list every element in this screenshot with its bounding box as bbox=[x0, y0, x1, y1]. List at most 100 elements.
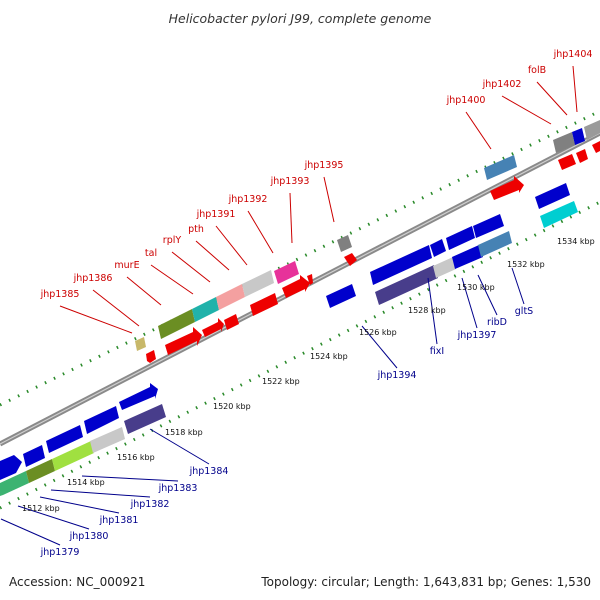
scale-label: 1516 kbp bbox=[117, 453, 155, 462]
arrow-feature[interactable] bbox=[307, 274, 313, 285]
scale-label: 1530 kbp bbox=[457, 283, 495, 292]
callout-line bbox=[215, 225, 248, 266]
gene-label[interactable]: ribD bbox=[487, 317, 507, 328]
scale-label: 1522 kbp bbox=[262, 377, 300, 386]
feature-jhp1404[interactable] bbox=[584, 120, 600, 140]
callout-line bbox=[511, 267, 525, 305]
callout-line bbox=[17, 505, 90, 530]
gene-label[interactable]: jhp1380 bbox=[69, 531, 109, 542]
arrow-feature[interactable] bbox=[224, 314, 239, 330]
blue-arrow-feature[interactable] bbox=[326, 284, 356, 308]
gene-label[interactable]: jhp1404 bbox=[553, 49, 593, 60]
scale-label: 1534 kbp bbox=[557, 237, 595, 246]
callout-line bbox=[39, 496, 120, 514]
blue-arrow-feature[interactable] bbox=[535, 183, 570, 209]
arrow-feature[interactable] bbox=[558, 154, 576, 170]
feature-jhp1382[interactable] bbox=[90, 427, 125, 453]
feature-pth[interactable] bbox=[242, 270, 274, 297]
callout-line bbox=[0, 518, 61, 546]
arrow-feature[interactable] bbox=[344, 253, 357, 266]
gene-label[interactable]: rplY bbox=[163, 235, 182, 246]
arrow-feature[interactable] bbox=[146, 350, 156, 363]
blue-arrow-feature[interactable] bbox=[0, 455, 22, 480]
blue-arrow-feature[interactable] bbox=[84, 406, 119, 434]
gene-label[interactable]: fixI bbox=[430, 346, 444, 357]
feature-jhp1379[interactable] bbox=[0, 471, 29, 496]
scale-label: 1520 kbp bbox=[213, 402, 251, 411]
gene-label[interactable]: jhp1381 bbox=[99, 515, 139, 526]
gene-label[interactable]: jhp1391 bbox=[196, 209, 236, 220]
gene-label[interactable]: jhp1382 bbox=[130, 499, 170, 510]
gene-label[interactable]: jhp1384 bbox=[189, 466, 229, 477]
gene-label[interactable]: jhp1393 bbox=[270, 176, 310, 187]
scale-label: 1512 kbp bbox=[22, 504, 60, 513]
gene-label[interactable]: jhp1394 bbox=[377, 370, 417, 381]
feature-jhp1385[interactable] bbox=[135, 337, 146, 351]
arrow-feature[interactable] bbox=[165, 327, 202, 355]
feature-murE[interactable] bbox=[158, 309, 195, 339]
gene-label[interactable]: jhp1386 bbox=[73, 273, 113, 284]
blue-arrow-feature[interactable] bbox=[46, 425, 83, 453]
feature-folB[interactable] bbox=[572, 128, 585, 145]
gene-label[interactable]: jhp1385 bbox=[40, 289, 80, 300]
gene-label[interactable]: jhp1400 bbox=[446, 95, 486, 106]
gene-label[interactable]: folB bbox=[528, 65, 546, 76]
arrow-feature[interactable] bbox=[202, 318, 224, 337]
callout-line bbox=[150, 264, 194, 295]
lower-tick-track bbox=[0, 200, 600, 510]
genome-summary: Topology: circular; Length: 1,643,831 bp… bbox=[260, 575, 591, 589]
red-arrow-features bbox=[146, 141, 600, 363]
tick-tracks bbox=[0, 109, 600, 510]
accession-label: Accession: NC_000921 bbox=[9, 575, 145, 589]
scale-label: 1526 kbp bbox=[359, 328, 397, 337]
arrow-feature[interactable] bbox=[250, 293, 278, 316]
callout-line bbox=[427, 277, 438, 345]
feature-jhp1395[interactable] bbox=[337, 235, 352, 252]
callout-line bbox=[50, 489, 151, 498]
callout-line bbox=[465, 111, 492, 150]
gene-label[interactable]: jhp1395 bbox=[304, 160, 344, 171]
arrow-feature[interactable] bbox=[576, 149, 588, 163]
callout-line bbox=[289, 192, 293, 244]
gene-label[interactable]: pth bbox=[188, 224, 204, 235]
callout-line bbox=[247, 210, 274, 254]
feature-ribD[interactable] bbox=[452, 245, 483, 269]
feature-jhp1381[interactable] bbox=[52, 441, 94, 471]
blue-arrow-feature[interactable] bbox=[430, 239, 446, 257]
blue-arrow-feature[interactable] bbox=[370, 245, 432, 285]
callout-line bbox=[536, 81, 568, 116]
feature-jhp1402[interactable] bbox=[553, 132, 575, 153]
feature-tal[interactable] bbox=[192, 297, 219, 322]
gene-label[interactable]: gltS bbox=[515, 306, 533, 317]
feature-jhp1384[interactable] bbox=[124, 404, 166, 434]
gene-label[interactable]: tal bbox=[145, 248, 157, 259]
gene-label[interactable]: jhp1383 bbox=[158, 483, 198, 494]
callout-line bbox=[501, 95, 552, 125]
arrow-feature[interactable] bbox=[282, 275, 310, 298]
callout-line bbox=[149, 428, 210, 465]
blue-arrow-feature[interactable] bbox=[446, 226, 475, 250]
feature-gltS[interactable] bbox=[478, 231, 512, 257]
feature-jhp1393[interactable] bbox=[274, 261, 299, 284]
callout-line bbox=[461, 277, 478, 329]
gene-label[interactable]: jhp1397 bbox=[457, 330, 497, 341]
blue-arrow-feature[interactable] bbox=[119, 383, 158, 410]
feature-jhp1397[interactable] bbox=[433, 257, 456, 278]
arrow-feature[interactable] bbox=[490, 176, 524, 200]
feature-cyan[interactable] bbox=[540, 201, 578, 228]
callout-line bbox=[81, 475, 179, 482]
gene-label[interactable]: jhp1379 bbox=[40, 547, 80, 558]
blue-arrow-feature[interactable] bbox=[473, 214, 504, 238]
feature-jhp1400[interactable] bbox=[484, 155, 517, 180]
feature-rplY[interactable] bbox=[216, 284, 245, 310]
arrow-feature[interactable] bbox=[592, 141, 600, 153]
gene-label[interactable]: jhp1402 bbox=[482, 79, 522, 90]
feature-fixI[interactable] bbox=[375, 265, 438, 305]
feature-jhp1380[interactable] bbox=[26, 459, 55, 483]
scale-label: 1528 kbp bbox=[408, 306, 446, 315]
map-title: Helicobacter pylori J99, complete genome bbox=[169, 11, 432, 26]
blue-arrow-feature[interactable] bbox=[23, 445, 45, 467]
gene-label[interactable]: jhp1392 bbox=[228, 194, 268, 205]
gene-label[interactable]: murE bbox=[114, 260, 139, 271]
